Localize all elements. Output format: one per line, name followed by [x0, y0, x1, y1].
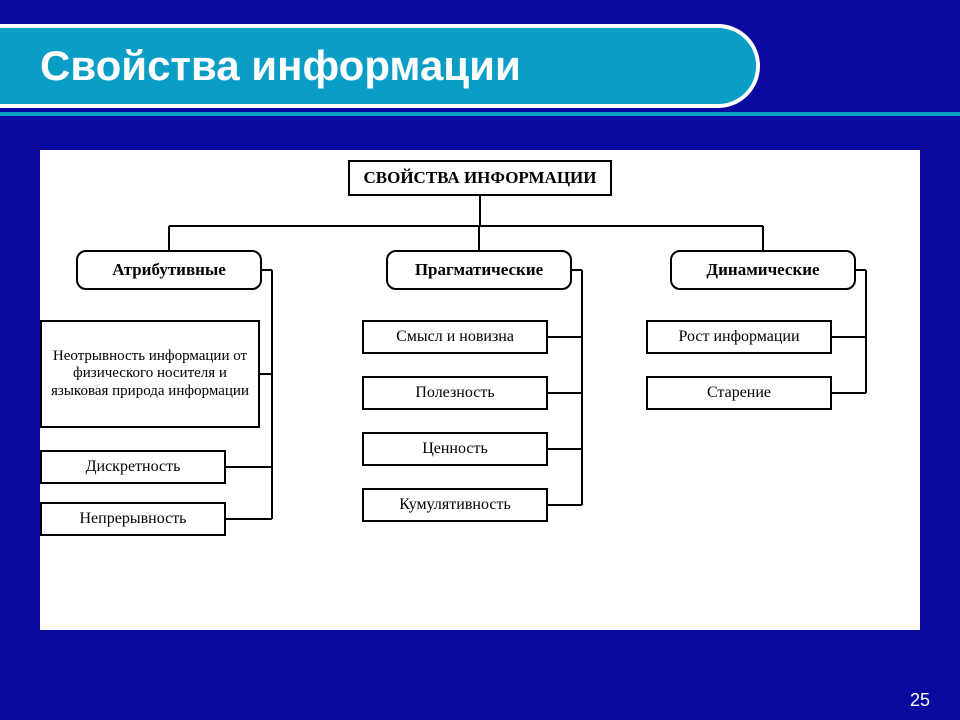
slide: Свойства информации СВОЙСТВА ИНФОРМАЦИИ А… [0, 0, 960, 720]
diagram-category-cat2: Прагматические [386, 250, 572, 290]
diagram-leaf-l21: Смысл и новизна [362, 320, 548, 354]
page-number: 25 [910, 690, 930, 711]
diagram-leaf-l22: Полезность [362, 376, 548, 410]
diagram-leaf-l13: Непрерывность [40, 502, 226, 536]
slide-title-text: Свойства информации [40, 42, 521, 90]
title-underline [0, 112, 960, 116]
slide-title-pill: Свойства информации [0, 24, 760, 108]
diagram-leaf-l23: Ценность [362, 432, 548, 466]
diagram-leaf-l11: Неотрывность информации от физического н… [40, 320, 260, 428]
diagram-category-cat1: Атрибутивные [76, 250, 262, 290]
diagram-leaf-l32: Старение [646, 376, 832, 410]
diagram-category-cat3: Динамические [670, 250, 856, 290]
diagram-panel: СВОЙСТВА ИНФОРМАЦИИ Атрибутивные Неотрывно… [40, 150, 920, 630]
diagram-root: СВОЙСТВА ИНФОРМАЦИИ [348, 160, 612, 196]
diagram-leaf-l31: Рост информации [646, 320, 832, 354]
diagram-leaf-l24: Кумулятивность [362, 488, 548, 522]
diagram-leaf-l12: Дискретность [40, 450, 226, 484]
